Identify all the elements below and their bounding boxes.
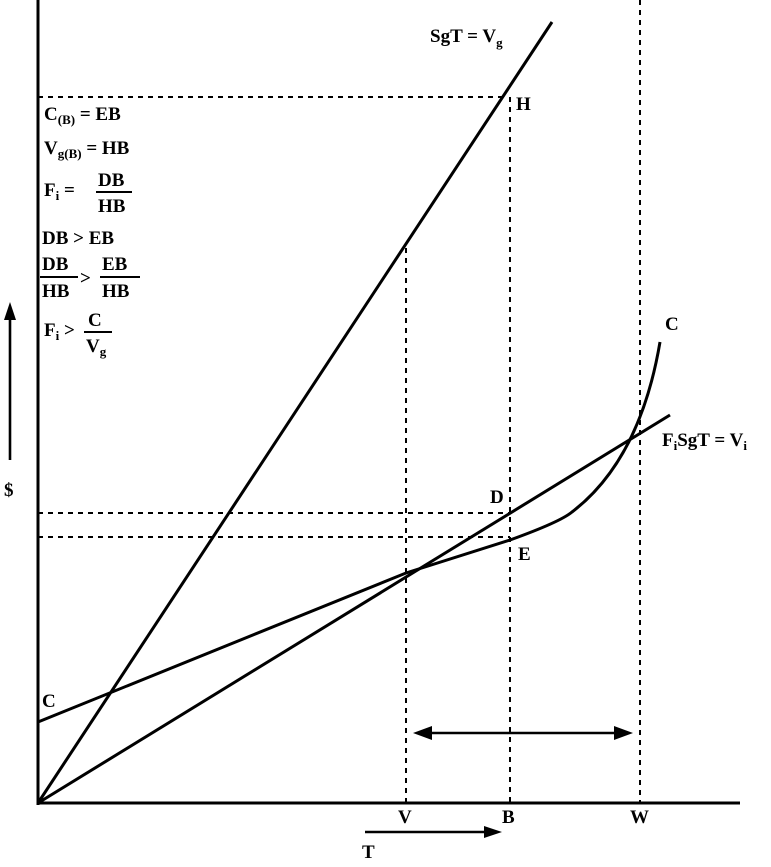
equation-cost: C(B) = EB [44,104,121,127]
svg-text:C: C [88,310,102,331]
net-line-label: FiSgT = Vi [662,430,747,453]
svg-text:Fi >: Fi > [44,320,75,343]
gross-line-label: SgT = Vg [430,26,503,50]
svg-text:Fi =: Fi = [44,180,75,203]
cost-curve-label-top: C [665,314,679,335]
equation-fi-ratio: Fi = DB HB [44,170,132,217]
svg-text:DB: DB [42,254,69,275]
svg-text:HB: HB [98,196,126,217]
svg-text:HB: HB [102,281,130,302]
cost-curve [37,341,662,724]
point-e-label: E [518,544,531,565]
net-value-line [37,413,671,805]
svg-text:>: > [80,268,91,289]
x-axis-arrow [365,826,502,838]
equation-ratio-compare: DB HB > EB HB [40,254,140,302]
x-tick-b: B [502,807,515,828]
range-arrow [413,726,633,740]
equation-gross-value: Vg(B) = HB [44,138,130,161]
y-axis-arrow [4,302,16,460]
gross-value-line [36,21,554,804]
x-tick-w: W [630,807,649,828]
svg-text:Vg: Vg [86,336,107,359]
x-tick-v: V [398,807,412,828]
equations-block: C(B) = EB Vg(B) = HB Fi = DB HB DB > EB … [40,104,140,359]
equation-db-gt-eb: DB > EB [42,228,114,249]
point-h-label: H [516,94,531,115]
point-d-label: D [490,487,504,508]
svg-text:HB: HB [42,281,70,302]
svg-text:DB: DB [98,170,125,191]
y-axis-label: $ [4,480,14,501]
x-axis-label: T [362,842,375,863]
svg-text:EB: EB [102,254,128,275]
cost-curve-label-intercept: C [42,691,56,712]
equation-fi-gt-c-vg: Fi > C Vg [44,310,112,359]
